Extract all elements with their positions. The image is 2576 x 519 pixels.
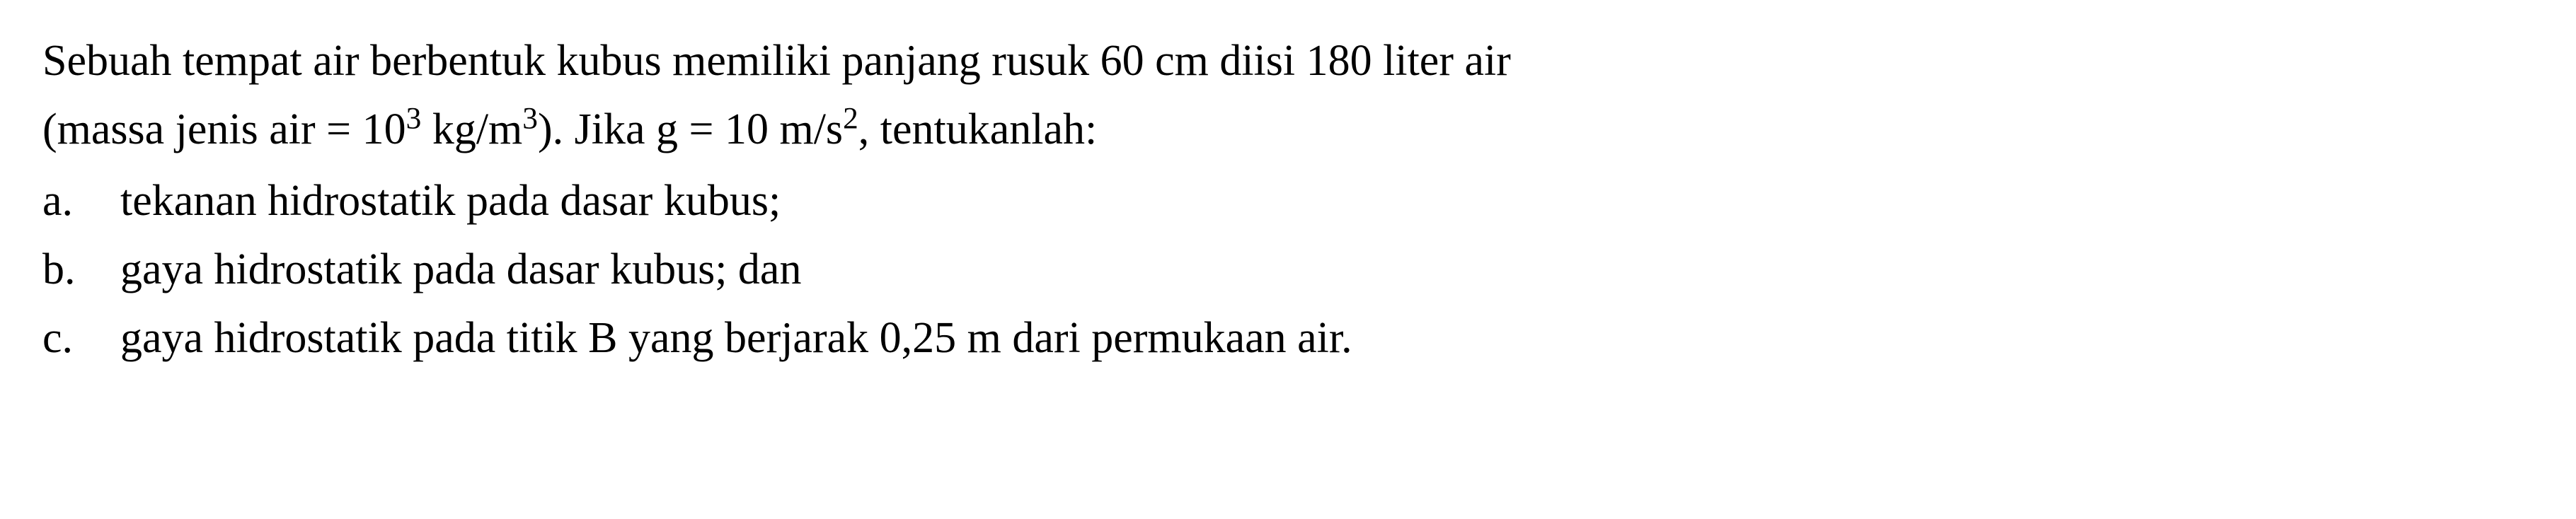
- intro-text-suffix: , tentukanlah:: [858, 105, 1097, 153]
- physics-problem: Sebuah tempat air berbentuk kubus memili…: [42, 28, 2534, 371]
- list-item: a. tekanan hidrostatik pada dasar kubus;: [42, 168, 2534, 234]
- list-marker-c: c.: [42, 305, 120, 371]
- exponent-3: 2: [843, 101, 858, 135]
- exponent-1: 3: [406, 101, 422, 135]
- problem-items-list: a. tekanan hidrostatik pada dasar kubus;…: [42, 168, 2534, 371]
- list-content-a: tekanan hidrostatik pada dasar kubus;: [120, 168, 2534, 234]
- list-item: b. gaya hidrostatik pada dasar kubus; da…: [42, 237, 2534, 303]
- intro-text-prefix: (massa jenis air = 10: [42, 105, 406, 153]
- exponent-2: 3: [522, 101, 538, 135]
- intro-text-mid1: kg/m: [421, 105, 522, 153]
- intro-text-mid2: ). Jika g = 10 m/s: [538, 105, 843, 153]
- list-content-c: gaya hidrostatik pada titik B yang berja…: [120, 305, 2534, 371]
- list-marker-a: a.: [42, 168, 120, 234]
- list-marker-b: b.: [42, 237, 120, 303]
- list-content-b: gaya hidrostatik pada dasar kubus; dan: [120, 237, 2534, 303]
- list-item: c. gaya hidrostatik pada titik B yang be…: [42, 305, 2534, 371]
- problem-intro-line-2: (massa jenis air = 103 kg/m3). Jika g = …: [42, 97, 2534, 163]
- problem-intro-line-1: Sebuah tempat air berbentuk kubus memili…: [42, 28, 2534, 94]
